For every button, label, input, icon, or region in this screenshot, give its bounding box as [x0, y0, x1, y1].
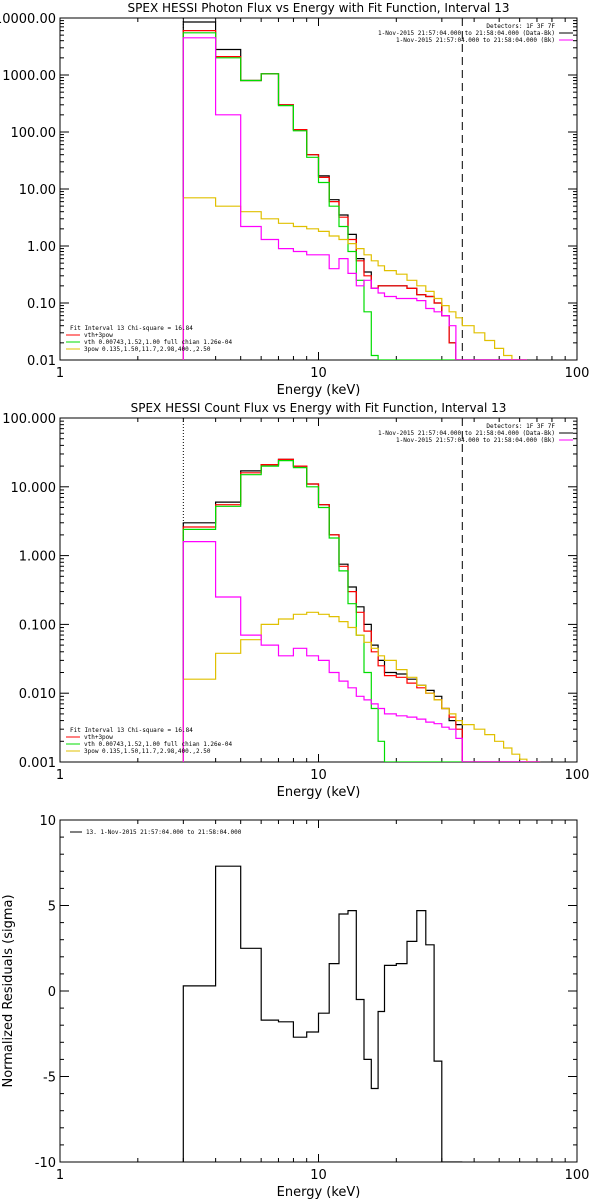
series-line-4: [182, 37, 527, 360]
legend-text: vth 0.00743,1.52,1.00 full chian 1.26e-0…: [84, 339, 232, 346]
y-tick-label: 0.01: [27, 354, 56, 369]
series-line-2: [182, 460, 541, 762]
y-tick-label: -5: [43, 1071, 56, 1086]
y-tick-label: 0.010: [19, 687, 56, 702]
legend-text: Fit Interval 13 Chi-square = 16.84: [70, 727, 193, 734]
series-line-0: [182, 865, 463, 1162]
x-tick-label: 1: [56, 1168, 64, 1183]
y-tick-label: 5: [48, 900, 56, 915]
y-tick-label: 100.000: [2, 412, 56, 427]
chart-count: SPEX HESSI Count Flux vs Energy with Fit…: [2, 401, 589, 800]
x-tick-label: 100: [565, 768, 590, 783]
y-tick-label: 100.00: [11, 126, 57, 141]
legend-text: 3pow 0.135,1.50,11.7,2.98,400.,2.50: [84, 748, 211, 755]
x-tick-label: 100: [565, 1168, 590, 1183]
x-axis-label: Energy (keV): [277, 383, 361, 398]
series-line-3: [182, 197, 527, 360]
plot-frame: [59, 417, 578, 763]
chart-photon: SPEX HESSI Photon Flux vs Energy with Fi…: [0, 1, 589, 398]
legend-text: Fit Interval 13 Chi-square = 16.84: [70, 325, 193, 332]
plot-frame: [59, 17, 578, 361]
legend-text: 1-Nov-2015 21:57:04.000 to 21:58:04.000 …: [396, 437, 555, 444]
series-group: [182, 458, 541, 762]
legend-text: Detectors: 1F 3F 7F: [486, 23, 555, 30]
chart-title: SPEX HESSI Count Flux vs Energy with Fit…: [131, 401, 507, 415]
x-tick-label: 1: [56, 366, 64, 381]
chart-title: SPEX HESSI Photon Flux vs Energy with Fi…: [128, 1, 510, 15]
series-group: [182, 865, 463, 1162]
series-line-1: [182, 30, 527, 360]
x-tick-label: 10: [310, 768, 327, 783]
legend-text: vth+3pow: [84, 332, 113, 339]
x-tick-label: 10: [310, 1168, 327, 1183]
legend-text: 1-Nov-2015 21:57:04.000 to 21:58:04.000 …: [378, 30, 555, 37]
y-tick-label: 0: [48, 985, 56, 1000]
series-line-0: [182, 21, 527, 360]
series-line-2: [182, 32, 527, 360]
x-axis-label: Energy (keV): [277, 785, 361, 800]
plot-frame: [59, 819, 578, 1163]
y-tick-label: 10.00: [19, 183, 56, 198]
y-tick-label: 1000.00: [2, 69, 56, 84]
y-tick-label: 10.000: [11, 481, 57, 496]
series-group: [182, 21, 527, 360]
legend-text: 13. 1-Nov-2015 21:57:04.000 to 21:58:04.…: [86, 829, 242, 836]
series-line-3: [182, 611, 541, 762]
series-line-4: [182, 541, 541, 762]
legend-text: vth 0.00743,1.52,1.00 full chian 1.26e-0…: [84, 741, 232, 748]
legend-text: Detectors: 1F 3F 7F: [486, 423, 555, 430]
y-tick-label: 0.001: [19, 756, 56, 771]
y-tick-label: -10: [35, 1156, 56, 1171]
x-tick-label: 100: [565, 366, 590, 381]
chart-resid: 1 10 100 Energy (keV) -10 -5 0 5 10 Normalized Re…: [1, 814, 589, 1200]
legend-text: 1-Nov-2015 21:57:04.000 to 21:58:04.000 …: [396, 37, 555, 44]
y-axis-label: Normalized Residuals (sigma): [1, 894, 16, 1087]
x-tick-label: 10: [310, 366, 327, 381]
series-line-1: [182, 458, 541, 762]
y-tick-label: 10: [39, 814, 56, 829]
legend-text: 3pow 0.135,1.50,11.7,2.98,400.,2.50: [84, 346, 211, 353]
y-tick-label: 0.10: [27, 297, 56, 312]
y-tick-label: 1.00: [27, 240, 56, 255]
y-tick-label: 1.000: [19, 550, 56, 565]
x-axis-label: Energy (keV): [277, 1185, 361, 1200]
legend-text: vth+3pow: [84, 734, 113, 741]
y-tick-label: 0.100: [19, 618, 56, 633]
x-tick-label: 1: [56, 768, 64, 783]
y-tick-label: 10000.00: [0, 12, 56, 27]
legend-text: 1-Nov-2015 21:57:04.000 to 21:58:04.000 …: [378, 430, 555, 437]
